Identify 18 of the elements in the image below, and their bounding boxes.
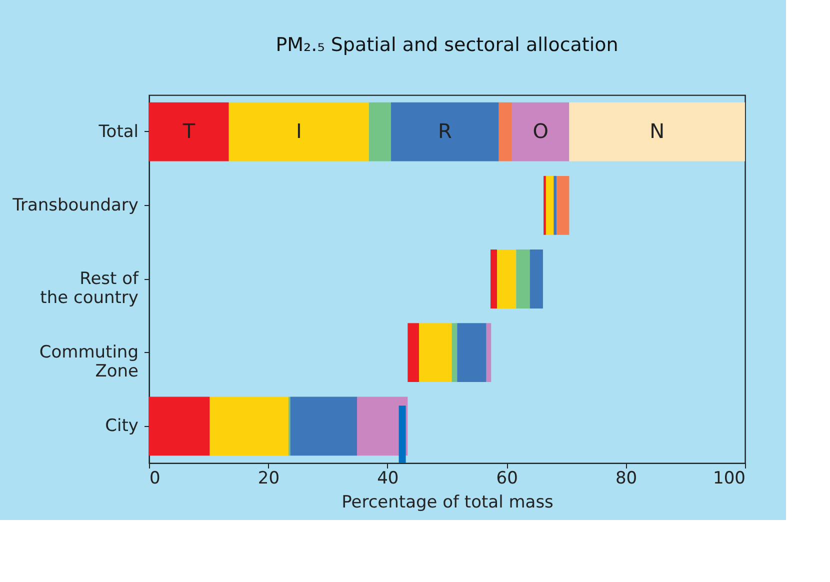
- y-tick-label: Transboundary: [12, 195, 138, 216]
- y-tick-label: City: [105, 416, 138, 436]
- series-label: O: [532, 118, 548, 143]
- series-label: I: [296, 118, 302, 143]
- x-tick-label: 80: [615, 468, 638, 488]
- chart-title: PM₂.₅ Spatial and sectoral allocation: [276, 34, 618, 56]
- y-tick-label: Rest of the country: [40, 269, 140, 308]
- series-label: R: [438, 118, 452, 143]
- series-label: T: [182, 118, 196, 143]
- x-axis-title: Percentage of total mass: [342, 492, 554, 512]
- y-tick-label: Commuting Zone: [39, 342, 138, 382]
- x-tick-label: 60: [496, 468, 518, 488]
- x-tick-label: 40: [377, 468, 399, 488]
- x-tick-label: 20: [258, 468, 280, 488]
- y-tick-label: Total: [98, 122, 138, 142]
- x-tick-label: 100: [713, 468, 746, 488]
- x-tick-label: 0: [150, 468, 160, 488]
- series-label: N: [650, 118, 665, 143]
